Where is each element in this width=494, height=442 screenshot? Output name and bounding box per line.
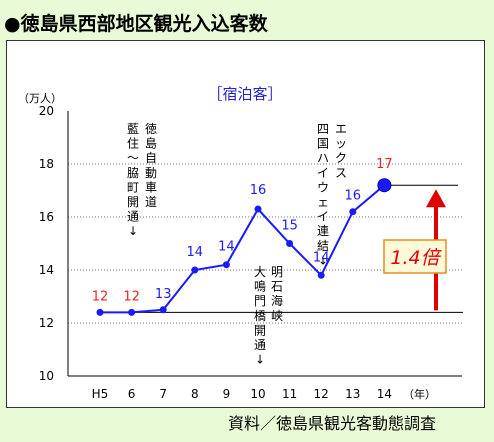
- y-tick-label: 10: [39, 369, 54, 383]
- annotation-char: 道: [145, 195, 157, 209]
- annotation-char: 開: [254, 323, 266, 337]
- data-point: [222, 261, 230, 269]
- annotation-char: 連: [317, 224, 329, 238]
- ratio-arrow-head: [426, 189, 446, 208]
- annotation-char: 町: [127, 180, 139, 194]
- data-point: [254, 205, 262, 213]
- annotation-char: 自: [145, 151, 157, 165]
- data-label: 12: [123, 289, 140, 304]
- data-point: [191, 266, 199, 274]
- data-point: [96, 308, 104, 316]
- data-label: 12: [92, 289, 109, 304]
- annotation-char: 国: [317, 137, 329, 151]
- data-label: 14: [187, 245, 204, 260]
- annotation-char: イ: [317, 210, 329, 224]
- x-tick-label: 14: [377, 387, 392, 401]
- x-tick-label: 12: [314, 387, 329, 401]
- annotation-char: 門: [254, 294, 266, 308]
- annotation-char: 海: [271, 293, 283, 308]
- annotation-char: 橋: [254, 309, 266, 323]
- annotation-char: 車: [145, 180, 157, 194]
- annotation-char: イ: [317, 166, 329, 180]
- annotation-char: 住: [127, 137, 139, 151]
- data-label: 14: [218, 240, 235, 255]
- y-tick-label: 20: [39, 104, 54, 118]
- data-label: 15: [281, 219, 298, 234]
- chart-panel: [6, 40, 485, 408]
- annotation-char: ハ: [317, 151, 329, 165]
- annotation-char: 藍: [127, 122, 139, 136]
- annotation-char: ク: [335, 151, 347, 165]
- x-tick-label: 11: [282, 387, 297, 401]
- annotation-char: 開: [127, 195, 139, 209]
- annotation-char: ウ: [317, 180, 329, 194]
- annotation-char: 鳴: [254, 280, 266, 294]
- annotation-char: 島: [145, 136, 157, 151]
- y-axis-label: （万人）: [18, 92, 62, 105]
- x-tick-label: 9: [223, 387, 231, 401]
- annotation-char: 通: [127, 210, 139, 224]
- data-point-highlight: [377, 178, 392, 193]
- x-tick-label: 13: [345, 387, 360, 401]
- y-tick-label: 12: [39, 316, 54, 330]
- chart-subtitle: ［宿泊客］: [207, 85, 282, 103]
- data-label: 13: [155, 287, 172, 302]
- series-line: [100, 184, 386, 314]
- annotation-char: 徳: [145, 121, 157, 136]
- ratio-label: 1.4倍: [390, 247, 442, 269]
- annotation-char: エ: [335, 122, 347, 136]
- ratio-box: [383, 239, 447, 274]
- data-point: [317, 271, 325, 279]
- x-tick-label: 7: [159, 387, 167, 401]
- x-tick-label: H5: [92, 387, 109, 401]
- annotation-char: 石: [271, 280, 283, 294]
- annotation-char: 四: [317, 122, 329, 136]
- data-label: 17: [376, 157, 393, 172]
- source-note: 資料／徳島県観光客動態調査: [228, 414, 437, 433]
- annotation-char: ↓: [255, 353, 265, 367]
- annotation-char: 大: [254, 265, 266, 279]
- annotation-char: 脇: [127, 166, 139, 180]
- annotation-char: 通: [254, 338, 266, 352]
- chart-title: ●徳島県西部地区観光入込客数: [4, 13, 268, 35]
- annotation-char: ↓: [128, 224, 138, 238]
- data-point: [286, 240, 294, 247]
- y-tick-label: 16: [39, 210, 54, 224]
- annotation-char: 結: [317, 239, 329, 253]
- annotation-char: 動: [145, 166, 157, 180]
- annotation-char: 明: [271, 265, 283, 279]
- annotation-char: 峡: [271, 309, 283, 323]
- x-tick-label: 6: [128, 387, 136, 401]
- annotation-char: ェ: [317, 195, 329, 209]
- annotation-char: ス: [335, 166, 347, 180]
- x-axis-label: （年）: [403, 387, 436, 401]
- annotation-char: ッ: [335, 137, 347, 151]
- y-tick-label: 14: [39, 263, 54, 277]
- data-label: 14: [313, 250, 330, 265]
- data-point: [128, 308, 136, 316]
- annotation-char: ↓: [318, 253, 328, 267]
- y-tick-label: 18: [39, 157, 54, 171]
- x-tick-label: 8: [191, 387, 199, 401]
- data-point: [159, 306, 167, 314]
- data-point: [349, 208, 357, 216]
- x-tick-label: 10: [250, 387, 265, 401]
- data-label: 16: [250, 183, 267, 198]
- data-label: 16: [345, 189, 362, 204]
- annotation-char: ～: [127, 151, 139, 165]
